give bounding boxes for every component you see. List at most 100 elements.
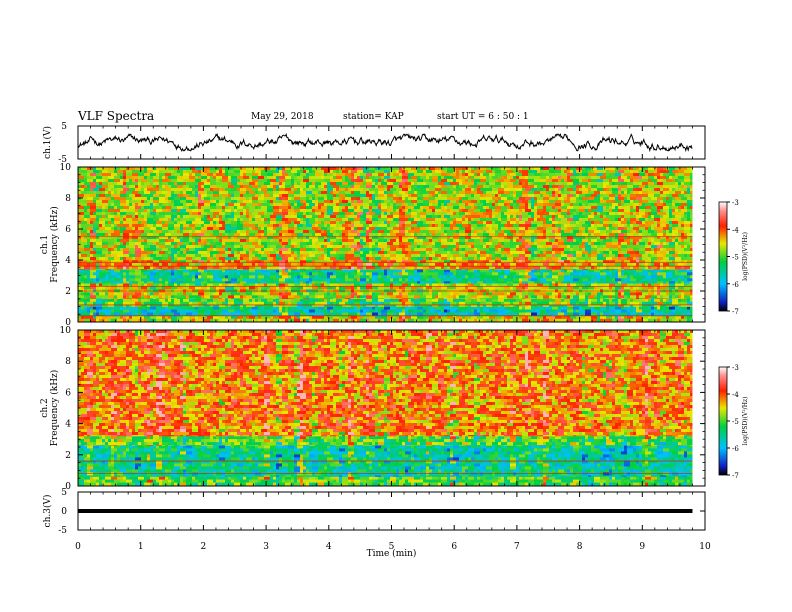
ch1-spectrogram-cell xyxy=(690,298,694,302)
ch1-spectrogram-cell xyxy=(153,298,157,299)
ch1-spectrogram-cell xyxy=(141,318,145,322)
ch1-spectrogram-cell xyxy=(237,298,244,302)
ch1-spectrogram-cell xyxy=(621,278,625,282)
ch1-spectrogram-cell xyxy=(609,283,616,287)
ch1-spectrogram-cell xyxy=(114,278,121,282)
ch1-spectrogram-cell xyxy=(636,306,640,310)
ch1-spectrogram-cell xyxy=(687,315,694,319)
ch1-spectrogram-cell xyxy=(618,275,622,279)
ch1-spectrogram-cell xyxy=(648,286,655,290)
ch1-spectrogram-cell xyxy=(147,167,154,171)
ch1-spectrogram-cell xyxy=(525,275,532,279)
ch1-spectrogram-cell xyxy=(687,191,691,195)
ch1-spectrogram-cell xyxy=(408,170,412,174)
ch1-spectrogram-cell xyxy=(96,173,100,177)
ch1-spectrogram-cell xyxy=(141,292,145,296)
ch1-spectrogram-cell xyxy=(384,179,388,183)
ch1-spectrogram-cell xyxy=(501,263,505,267)
ch1-spectrogram-cell xyxy=(408,318,415,322)
ch1-spectrogram-cell xyxy=(546,266,550,270)
ch1-spectrogram-cell xyxy=(456,315,463,319)
ch1-spectrogram-cell xyxy=(414,182,418,186)
ch1-spectrogram-cell xyxy=(402,278,406,282)
ch1-spectrogram-cell xyxy=(690,167,694,171)
ch1-spectrogram-cell xyxy=(663,309,667,313)
ch1-spectrogram-cell xyxy=(339,266,343,270)
ch1-spectrogram-cell xyxy=(174,200,181,204)
ch1-spectrogram-cell xyxy=(99,266,106,270)
ch1-spectrogram-cell xyxy=(117,170,124,174)
ch1-spectrogram-cell xyxy=(450,318,454,322)
ch1-spectrogram-cell xyxy=(633,298,640,302)
ch1-spectrogram-cell xyxy=(552,301,556,305)
ch1-spectrogram-cell xyxy=(147,301,151,305)
ch1-spectrogram-cell xyxy=(462,309,466,313)
ch1-spectrogram-cell xyxy=(243,306,247,310)
ch1-spectrogram-cell xyxy=(273,191,280,195)
ch1-spectrogram-cell xyxy=(630,260,637,264)
ch1-spectrogram-cell xyxy=(354,318,358,322)
ch1-spectrogram-cell xyxy=(477,176,481,180)
ch1-spectrogram-cell xyxy=(288,173,295,177)
ch1-spectrogram-cell xyxy=(315,292,319,296)
ch1-spectrogram-cell xyxy=(306,304,313,307)
ch1-spectrogram-cell xyxy=(684,176,691,180)
ch1-spectrogram-cell xyxy=(399,173,403,177)
ch1-spectrogram-cell xyxy=(594,173,598,177)
ch1-spectrogram-cell xyxy=(513,306,520,310)
ch1-spectrogram-cell xyxy=(300,283,307,287)
ch1-spectrogram-cell xyxy=(84,312,91,316)
ch1-spectrogram-cell xyxy=(486,298,493,299)
ch1-spectrogram-cell xyxy=(336,301,340,305)
ch1-spectrogram-cell xyxy=(435,269,439,270)
ch1-spectrogram-cell xyxy=(237,269,244,270)
ch1-spectrogram-cell xyxy=(627,298,631,302)
ch1-spectrogram-cell xyxy=(342,179,346,183)
ch1-spectrogram-cell xyxy=(444,298,448,299)
ch1-spectrogram-cell xyxy=(126,295,130,299)
ch1-spectrogram-cell xyxy=(105,197,112,201)
ch1-spectrogram-cell xyxy=(267,272,271,276)
ch1-spectrogram-cell xyxy=(207,281,214,284)
ch1-spectrogram-cell xyxy=(549,301,553,305)
ch1-spectrogram-cell xyxy=(222,292,229,296)
ch1-spectrogram-cell xyxy=(180,309,187,313)
ch1-spectrogram-cell xyxy=(126,318,130,322)
ch1-spectrogram-cell xyxy=(276,185,280,189)
ch1-spectrogram-cell xyxy=(423,275,427,279)
ch1-spectrogram-cell xyxy=(435,185,442,189)
ch1-spectrogram-cell xyxy=(441,304,445,307)
ch1-spectrogram-cell xyxy=(306,197,310,201)
ch1-spectrogram-cell xyxy=(549,167,556,171)
ch1-spectrogram-cell xyxy=(573,188,577,192)
ch1-spectrogram-cell xyxy=(561,292,565,296)
ch1-spectrogram-cell xyxy=(108,318,112,322)
ch1-spectrogram-cell xyxy=(630,306,637,310)
ch1-spectrogram-cell xyxy=(255,188,259,192)
ch1-spectrogram-cell xyxy=(246,281,253,284)
ch1-spectrogram-cell xyxy=(627,301,631,305)
ch1-spectrogram-cell xyxy=(444,266,448,270)
ch1-spectrogram-cell xyxy=(552,278,556,282)
ch1-spectrogram-cell xyxy=(417,306,424,310)
ch1-spectrogram-cell xyxy=(351,266,355,270)
ch1-spectrogram-cell xyxy=(159,298,166,302)
ch1-spectrogram-cell xyxy=(375,266,382,270)
ch1-spectrogram-cell xyxy=(153,312,160,316)
ch1-spectrogram-cell xyxy=(681,281,685,284)
ch1-spectrogram-cell xyxy=(648,315,652,319)
ch1-spectrogram-cell xyxy=(147,281,154,284)
ch1-spectrogram-cell xyxy=(120,315,124,319)
ch1-spectrogram-cell xyxy=(339,312,343,316)
ch1-spectrogram-cell xyxy=(315,283,322,287)
ch1-spectrogram-cell xyxy=(315,295,319,299)
ch1-spectrogram-cell xyxy=(378,283,385,287)
ch1-spectrogram-cell xyxy=(672,301,679,305)
ch1-spectrogram-cell xyxy=(210,266,214,270)
ch1-spectrogram-cell xyxy=(243,295,247,299)
ch1-spectrogram-cell xyxy=(447,176,454,180)
ch1-spectrogram-cell xyxy=(600,191,607,195)
ch1-spectrogram-cell xyxy=(645,197,649,201)
ch1-spectrogram-cell xyxy=(267,292,271,296)
ch1-spectrogram-cell xyxy=(189,298,196,299)
